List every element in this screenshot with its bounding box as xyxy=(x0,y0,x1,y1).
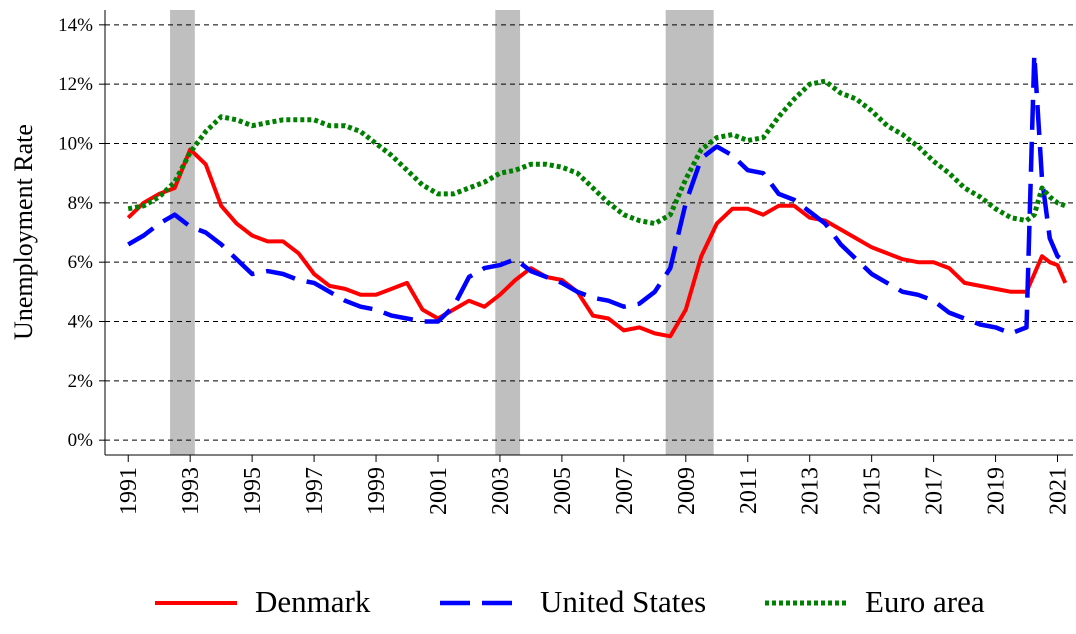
y-axis-label: Unemployment Rate xyxy=(9,124,38,340)
x-tick-label: 2011 xyxy=(736,467,762,514)
x-tick-label: 1999 xyxy=(364,467,390,515)
shaded-period xyxy=(495,10,521,455)
x-tick-label: 2001 xyxy=(426,467,452,515)
y-tick-label: 6% xyxy=(68,252,94,273)
y-tick-label: 4% xyxy=(68,312,94,333)
x-tick-label: 2013 xyxy=(798,467,824,515)
y-tick-label: 0% xyxy=(68,430,94,451)
x-tick-label: 1993 xyxy=(178,467,204,515)
shaded-period xyxy=(665,10,714,455)
y-tick-label: 10% xyxy=(58,134,93,155)
y-tick-label: 8% xyxy=(68,193,94,214)
x-tick-label: 1995 xyxy=(240,467,266,515)
y-tick-label: 2% xyxy=(68,371,94,392)
x-tick-label: 2009 xyxy=(674,467,700,515)
shaded-period xyxy=(170,10,195,455)
x-tick-label: 2007 xyxy=(612,467,638,515)
x-tick-label: 2003 xyxy=(488,467,514,515)
x-tick-label: 2005 xyxy=(550,467,576,515)
x-tick-label: 1991 xyxy=(116,467,142,515)
legend-label: Euro area xyxy=(865,584,985,619)
series-line xyxy=(126,147,1068,339)
series-line xyxy=(127,78,1067,227)
x-tick-label: 2019 xyxy=(984,467,1010,515)
x-tick-label: 2015 xyxy=(860,467,886,515)
legend-label: Denmark xyxy=(255,584,371,619)
x-tick-label: 2021 xyxy=(1046,467,1072,515)
legend-label: United States xyxy=(540,584,706,619)
x-tick-label: 1997 xyxy=(302,467,328,515)
y-tick-label: 14% xyxy=(58,15,93,36)
x-tick-label: 2017 xyxy=(922,467,948,515)
y-tick-label: 12% xyxy=(58,74,93,95)
series-line xyxy=(127,52,1067,336)
